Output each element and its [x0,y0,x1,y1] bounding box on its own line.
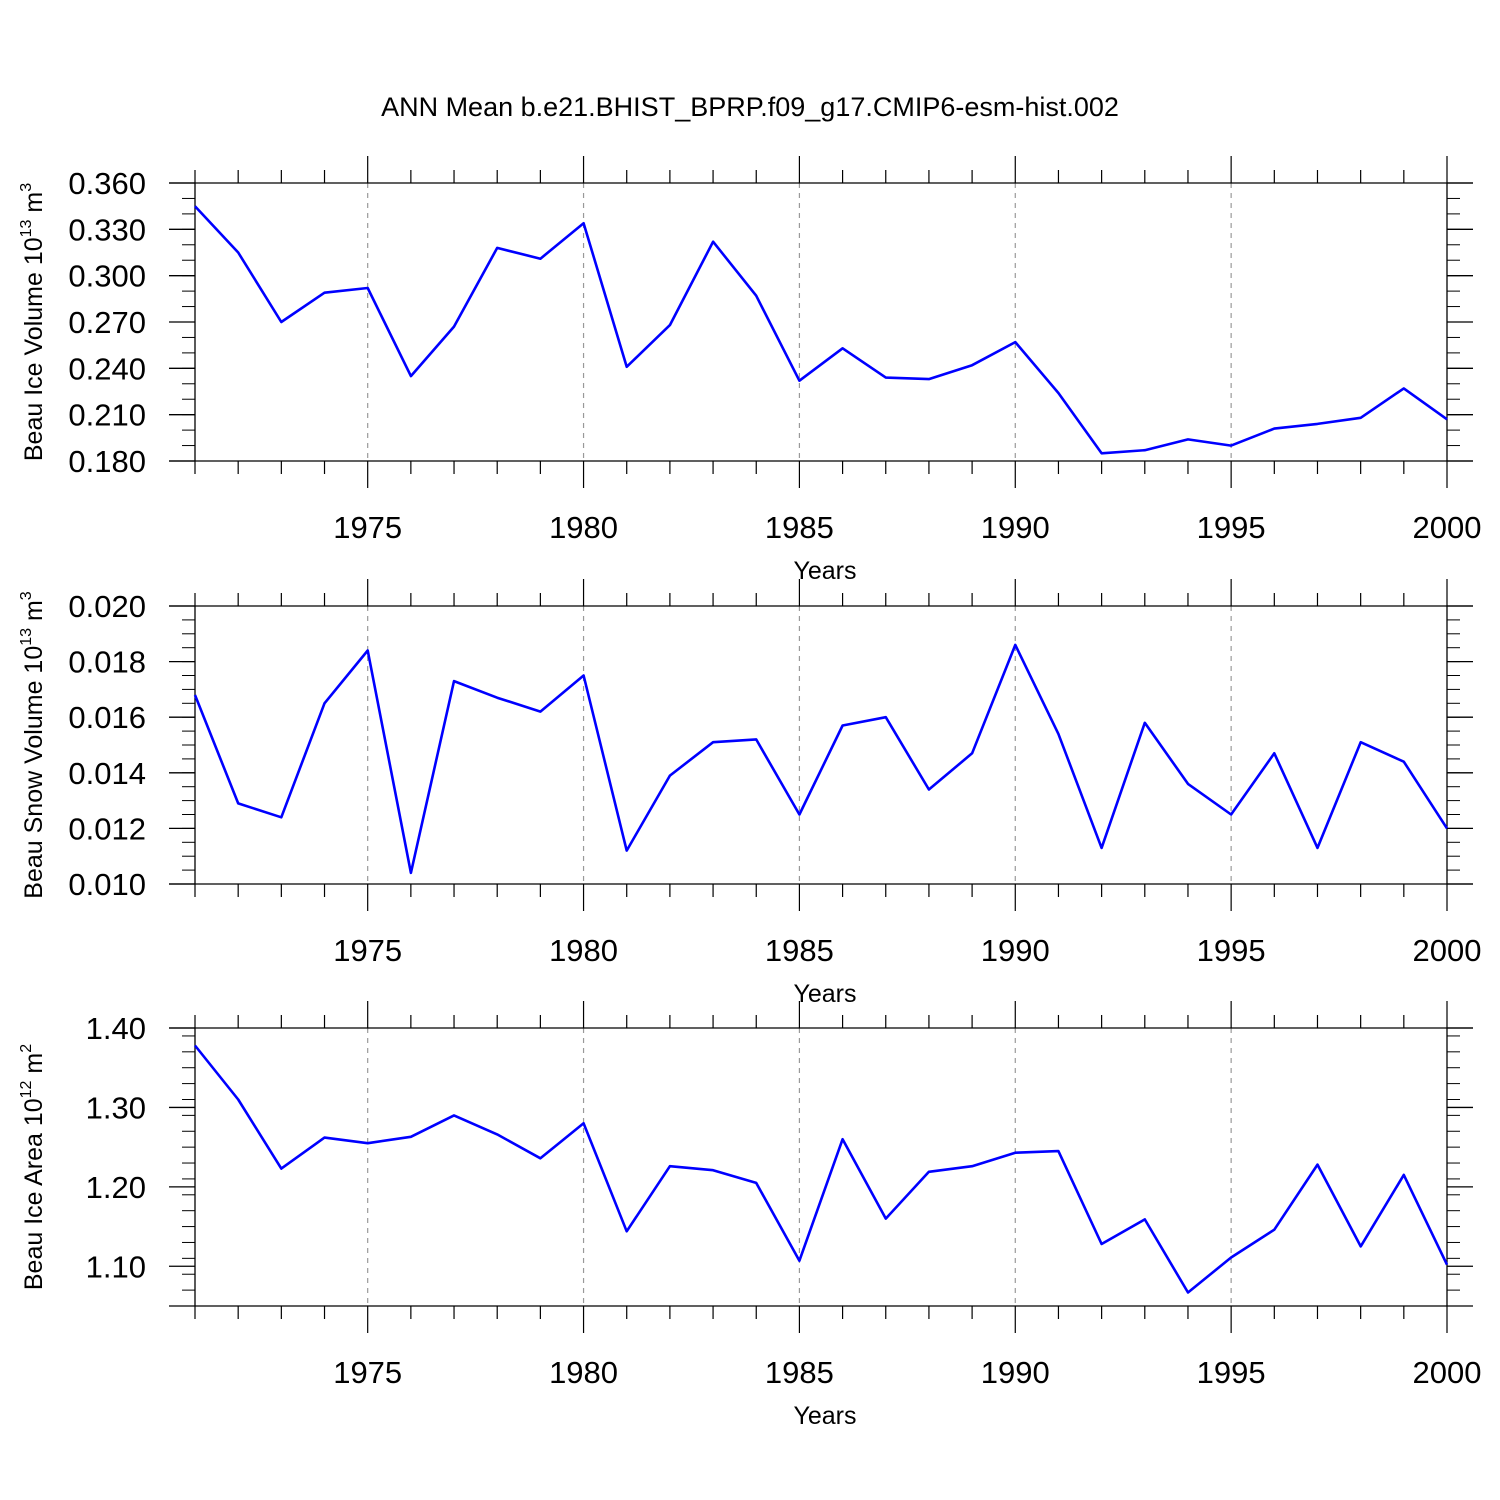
y-tick-label: 0.210 [68,398,146,433]
snow-volume-panel: 0.010 0.012 0.014 0.016 0.018 0.020 1975 1980 19… [18,579,1481,1008]
x-tick-label: 1980 [549,1355,618,1390]
y-tick-label: 0.018 [68,645,146,680]
x-tick-label: 1980 [549,510,618,545]
y-tick-label: 0.012 [68,811,146,846]
y-axis-label: Beau Ice Area 1012 m2 [18,1044,48,1290]
x-tick-label: 1985 [765,1355,834,1390]
y-tick-label: 1.40 [86,1011,146,1046]
series-line [193,1044,1449,1294]
figure-title: ANN Mean b.e21.BHIST_BPRP.f09_g17.CMIP6-… [381,92,1119,122]
x-tick-label: 1975 [333,510,402,545]
series-line [193,643,1449,875]
x-axis-label: Years [793,557,856,585]
ice-volume-panel: 0.180 0.210 0.240 0.270 0.300 0.330 0.360 1975 1… [18,156,1481,585]
y-tick-label: 1.20 [86,1170,146,1205]
x-axis-label: Years [793,980,856,1008]
y-axis-label: Beau Ice Volume 1013 m3 [18,183,48,461]
x-tick-label: 1995 [1197,510,1266,545]
y-tick-label: 0.240 [68,351,146,386]
ice-area-panel: 1.10 1.20 1.30 1.40 1975 1980 1985 1990 1995 2000… [18,1001,1481,1430]
y-tick-label: 0.180 [68,444,146,479]
y-tick-label: 0.010 [68,867,146,902]
y-tick-label: 1.10 [86,1249,146,1284]
x-tick-label: 2000 [1413,510,1482,545]
x-tick-label: 1990 [981,510,1050,545]
x-tick-label: 1995 [1197,933,1266,968]
x-tick-label: 1985 [765,510,834,545]
x-tick-label: 2000 [1413,933,1482,968]
x-axis-label: Years [793,1402,856,1430]
y-tick-label: 0.016 [68,700,146,735]
x-tick-label: 1990 [981,1355,1050,1390]
y-tick-label: 0.360 [68,166,146,201]
series-line [194,205,1448,455]
y-tick-label: 0.020 [68,589,146,624]
x-tick-label: 1975 [333,933,402,968]
y-tick-label: 0.300 [68,259,146,294]
x-tick-label: 2000 [1413,1355,1482,1390]
y-tick-label: 0.014 [68,756,146,791]
y-axis-label: Beau Snow Volume 1013 m3 [18,591,48,899]
x-tick-label: 1985 [765,933,834,968]
y-tick-label: 1.30 [86,1090,146,1125]
x-tick-label: 1980 [549,933,618,968]
y-tick-label: 0.270 [68,305,146,340]
x-tick-label: 1990 [981,933,1050,968]
x-tick-label: 1975 [333,1355,402,1390]
y-tick-label: 0.330 [68,212,146,247]
x-tick-label: 1995 [1197,1355,1266,1390]
